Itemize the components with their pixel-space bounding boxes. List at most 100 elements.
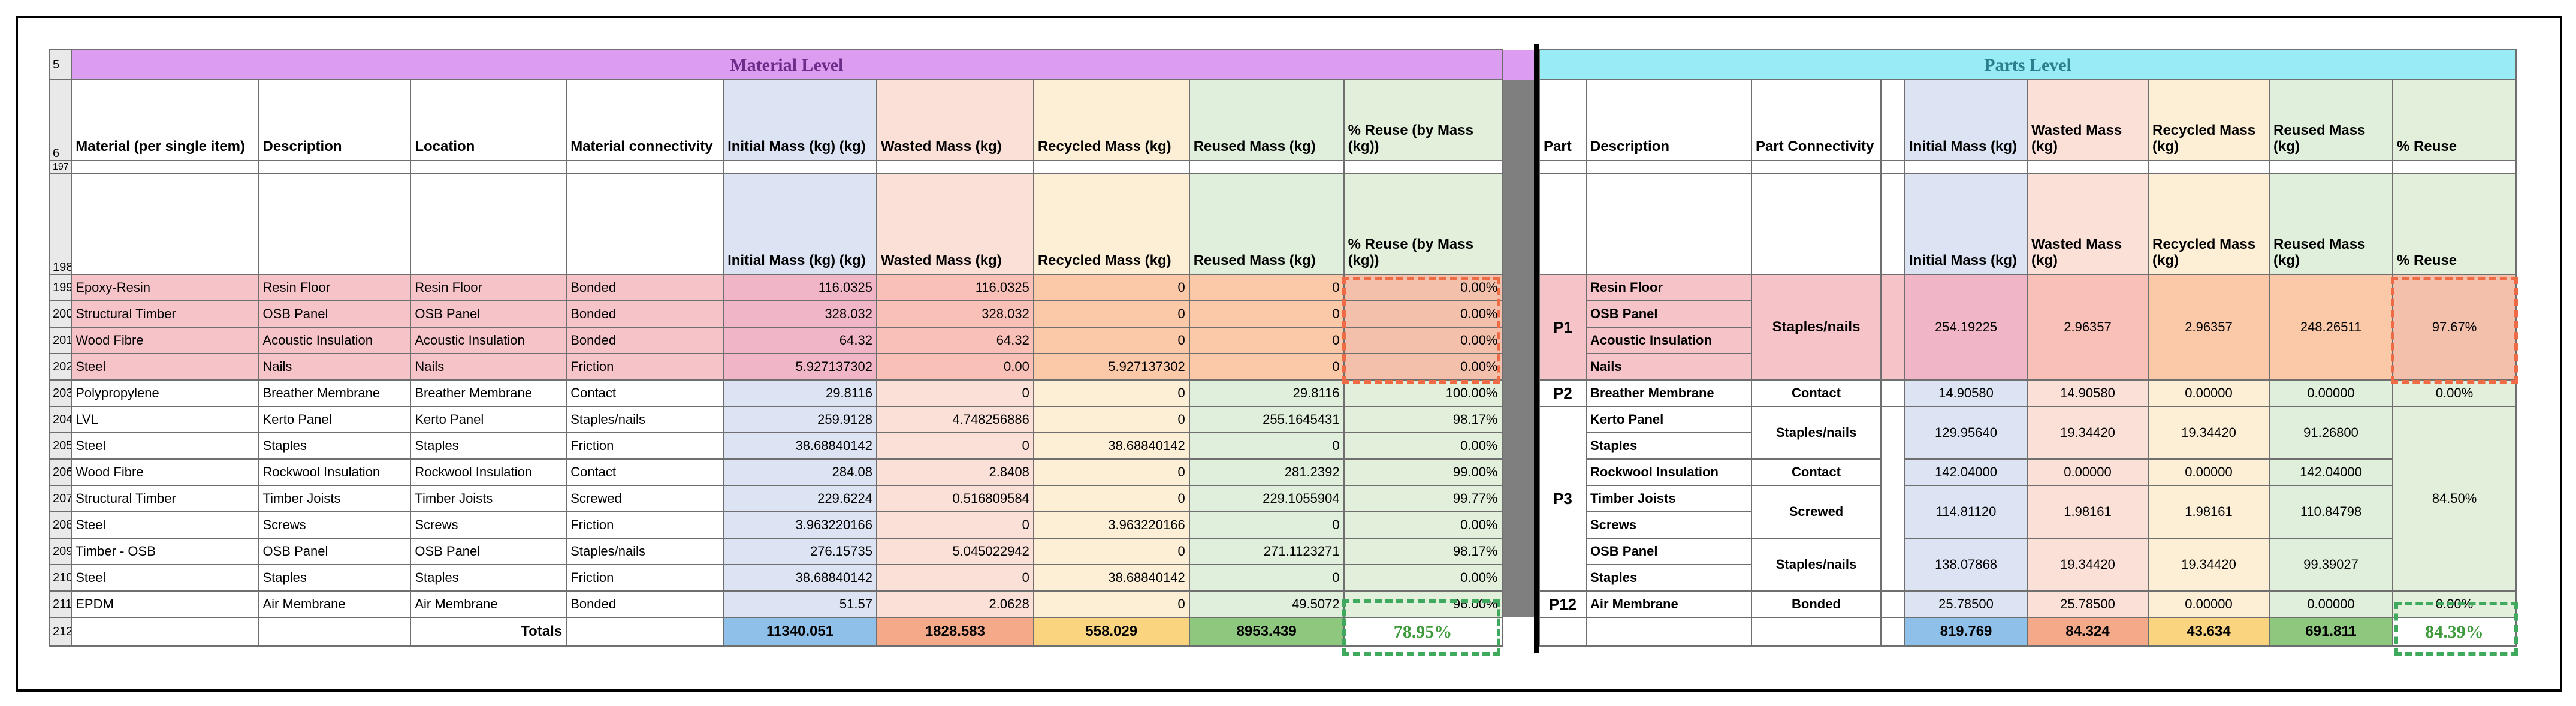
material-cell: Structural Timber xyxy=(71,300,259,328)
spacer xyxy=(1502,565,1538,591)
header-recycled-mass: Recycled Mass (kg) xyxy=(1032,173,1190,275)
part-description: Screws xyxy=(1586,511,1752,539)
total-recycled-mass: 43.634 xyxy=(2148,617,2270,647)
header-reused-mass: Reused Mass (kg) xyxy=(2269,173,2393,275)
part-wasted-mass: 14.90580 xyxy=(2027,379,2149,407)
recycled-mass-cell: 0 xyxy=(1032,300,1190,328)
part-recycled-mass: 0.00000 xyxy=(2148,590,2270,618)
connectivity-cell: Contact xyxy=(566,379,724,407)
part-reused-mass: 110.84798 xyxy=(2269,485,2393,539)
description-cell: Air Membrane xyxy=(258,590,412,618)
part-pct-reuse: 84.50% xyxy=(2391,406,2517,592)
total-reused-mass: 691.811 xyxy=(2269,617,2393,647)
part-wasted-mass: 19.34420 xyxy=(2027,538,2149,592)
part-connectivity: Contact xyxy=(1751,379,1882,407)
row-number: 202 xyxy=(49,353,73,381)
row-number: 206 xyxy=(49,458,73,486)
wasted-mass-cell: 5.045022942 xyxy=(875,538,1034,565)
material-row: 200 Structural Timber OSB Panel OSB Panel Bo… xyxy=(49,300,1538,328)
part-wasted-mass: 1.98161 xyxy=(2027,485,2149,539)
part-recycled-mass: 19.34420 xyxy=(2148,406,2270,460)
location-cell: Kerto Panel xyxy=(410,406,567,433)
connectivity-cell: Staples/nails xyxy=(566,538,724,565)
connectivity-cell: Friction xyxy=(566,564,724,592)
pct-reuse-cell: 0.00% xyxy=(1343,353,1503,381)
description-cell: Staples xyxy=(258,564,412,592)
initial-mass-cell: 116.0325 xyxy=(723,274,877,301)
material-cell: Epoxy-Resin xyxy=(71,274,259,301)
recycled-mass-cell: 0 xyxy=(1032,406,1190,433)
wasted-mass-cell: 0 xyxy=(875,511,1034,539)
connectivity-cell: Friction xyxy=(566,511,724,539)
part-description: Breather Membrane xyxy=(1586,379,1752,407)
location-cell: Timber Joists xyxy=(410,485,567,512)
spacer xyxy=(1502,301,1538,327)
part-description: Timber Joists xyxy=(1586,485,1752,512)
material-row: 211 EPDM Air Membrane Air Membrane Bonded 51.… xyxy=(49,590,1538,618)
initial-mass-cell: 284.08 xyxy=(723,458,877,486)
part-id: P12 xyxy=(1539,590,1587,618)
material-row: 199 Epoxy-Resin Resin Floor Resin Floor Bond… xyxy=(49,274,1538,301)
wasted-mass-cell: 64.32 xyxy=(875,327,1034,354)
part-description: Staples xyxy=(1586,432,1752,460)
description-cell: Rockwool Insulation xyxy=(258,458,412,486)
row-number: 201 xyxy=(49,327,73,354)
part-description: Kerto Panel xyxy=(1586,406,1752,433)
location-cell: Staples xyxy=(410,432,567,460)
description-cell: Screws xyxy=(258,511,412,539)
spacer xyxy=(1502,161,1538,174)
initial-mass-cell: 64.32 xyxy=(723,327,877,354)
pct-reuse-cell: 0.00% xyxy=(1343,432,1503,460)
material-cell: LVL xyxy=(71,406,259,433)
reused-mass-cell: 0 xyxy=(1188,353,1345,381)
header-part: Part xyxy=(1539,79,1587,161)
part-description: OSB Panel xyxy=(1586,538,1752,565)
recycled-mass-cell: 5.927137302 xyxy=(1032,353,1190,381)
header-recycled-mass: Recycled Mass (kg) xyxy=(1032,79,1190,161)
spacer xyxy=(1502,174,1538,274)
pct-reuse-cell: 98.17% xyxy=(1343,538,1503,565)
header-initial-mass: Initial Mass (kg) xyxy=(1904,173,2028,275)
recycled-mass-cell: 0 xyxy=(1032,485,1190,512)
total-wasted-mass: 84.324 xyxy=(2027,617,2149,647)
part-reused-mass: 91.26800 xyxy=(2269,406,2393,460)
part-description: Nails xyxy=(1586,353,1752,381)
recycled-mass-cell: 0 xyxy=(1032,274,1190,301)
recycled-mass-cell: 0 xyxy=(1032,590,1190,618)
spacer xyxy=(1502,380,1538,406)
part-initial-mass: 129.95640 xyxy=(1904,406,2028,460)
parts-level-banner: Parts Level xyxy=(1538,49,2517,80)
description-cell: Nails xyxy=(258,353,412,381)
part-recycled-mass: 0.00000 xyxy=(2148,458,2270,486)
spacer xyxy=(1502,485,1538,512)
material-cell: Wood Fibre xyxy=(71,327,259,354)
part-connectivity: Screwed xyxy=(1751,485,1882,539)
header-part-connectivity: Part Connectivity xyxy=(1751,79,1882,161)
connectivity-cell: Bonded xyxy=(566,327,724,354)
row-number: 5 xyxy=(49,49,73,80)
total-reused-mass: 8953.439 xyxy=(1188,617,1345,647)
material-row: 203 Polypropylene Breather Membrane Breathe… xyxy=(49,379,1538,407)
part-initial-mass: 14.90580 xyxy=(1904,379,2028,407)
total-recycled-mass: 558.029 xyxy=(1032,617,1190,647)
reused-mass-cell: 271.1123271 xyxy=(1188,538,1345,565)
material-cell: Steel xyxy=(71,511,259,539)
part-reused-mass: 142.04000 xyxy=(2269,458,2393,486)
part-row-p2: P2 Breather Membrane Contact 14.90580 14… xyxy=(1539,379,2517,407)
material-cell: EPDM xyxy=(71,590,259,618)
wasted-mass-cell: 0 xyxy=(875,379,1034,407)
location-cell: Air Membrane xyxy=(410,590,567,618)
part-connectivity: Staples/nails xyxy=(1751,406,1882,460)
part-wasted-mass: 0.00000 xyxy=(2027,458,2149,486)
part-recycled-mass: 19.34420 xyxy=(2148,538,2270,592)
connectivity-cell: Friction xyxy=(566,432,724,460)
row-number: 212 xyxy=(49,617,73,647)
material-level-banner: Material Level xyxy=(71,49,1503,80)
location-cell: Breather Membrane xyxy=(410,379,567,407)
reused-mass-cell: 0 xyxy=(1188,300,1345,328)
part-recycled-mass: 2.96357 xyxy=(2148,274,2270,381)
part-description: Resin Floor xyxy=(1586,274,1752,301)
location-cell: Rockwool Insulation xyxy=(410,458,567,486)
description-cell: OSB Panel xyxy=(258,300,412,328)
part-row-p1: P1 Resin Floor Staples/nails 254.19225 2… xyxy=(1539,274,2517,381)
